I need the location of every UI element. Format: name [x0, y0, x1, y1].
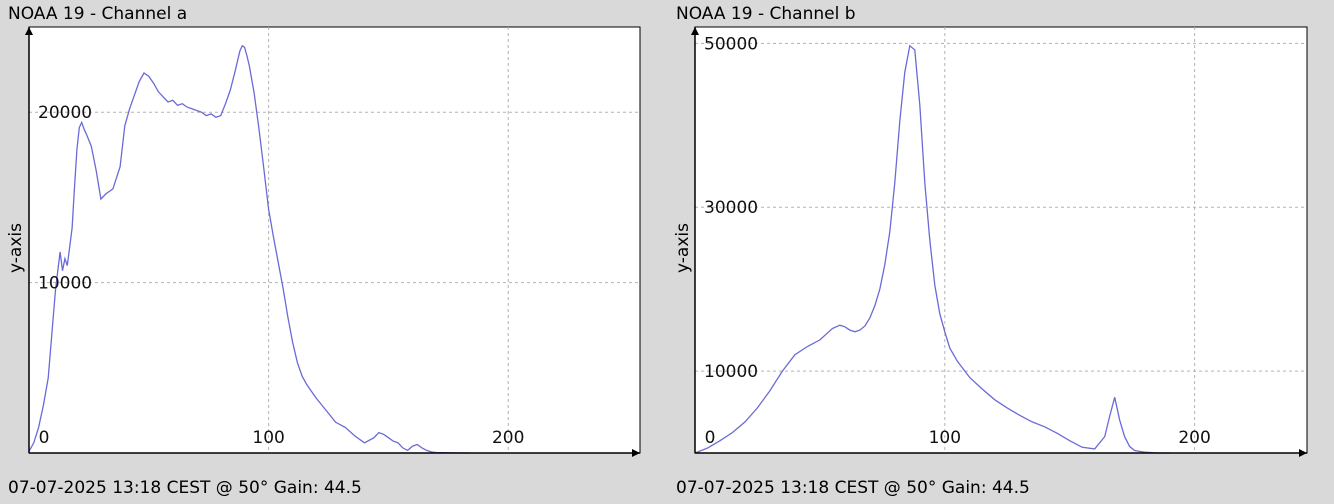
y-axis-arrow	[691, 27, 699, 35]
chart-footer: 07-07-2025 13:18 CEST @ 50° Gain: 44.5	[8, 478, 362, 498]
y-tick-label: 30000	[704, 198, 758, 218]
chart-channel-a: NOAA 19 - Channel a 07-07-2025 13:18 CES…	[6, 4, 641, 498]
chart-title: NOAA 19 - Channel a	[8, 4, 187, 24]
y-tick-label: 50000	[704, 34, 758, 54]
x-axis-arrow	[632, 449, 640, 457]
x-tick-label: 0	[705, 428, 716, 448]
x-tick-label: 200	[1178, 428, 1210, 448]
y-axis-label: y-axis	[6, 223, 26, 273]
x-tick-label: 200	[492, 428, 524, 448]
y-axis-label: y-axis	[673, 223, 693, 273]
x-axis-arrow	[1299, 449, 1307, 457]
x-tick-label: 0	[39, 428, 50, 448]
chart-channel-b: NOAA 19 - Channel b 07-07-2025 13:18 CES…	[673, 4, 1308, 498]
x-tick-label: 100	[929, 428, 961, 448]
y-axis-arrow	[25, 27, 33, 35]
series-line	[694, 44, 1170, 454]
chart-footer: 07-07-2025 13:18 CEST @ 50° Gain: 44.5	[676, 478, 1030, 498]
y-tick-label: 10000	[38, 274, 92, 294]
x-tick-label: 100	[252, 428, 284, 448]
plot-area	[28, 26, 641, 454]
y-tick-label: 20000	[38, 103, 92, 123]
chart-title: NOAA 19 - Channel b	[676, 4, 856, 24]
series-line	[28, 44, 470, 454]
plot-area	[694, 26, 1308, 454]
y-tick-label: 10000	[704, 362, 758, 382]
